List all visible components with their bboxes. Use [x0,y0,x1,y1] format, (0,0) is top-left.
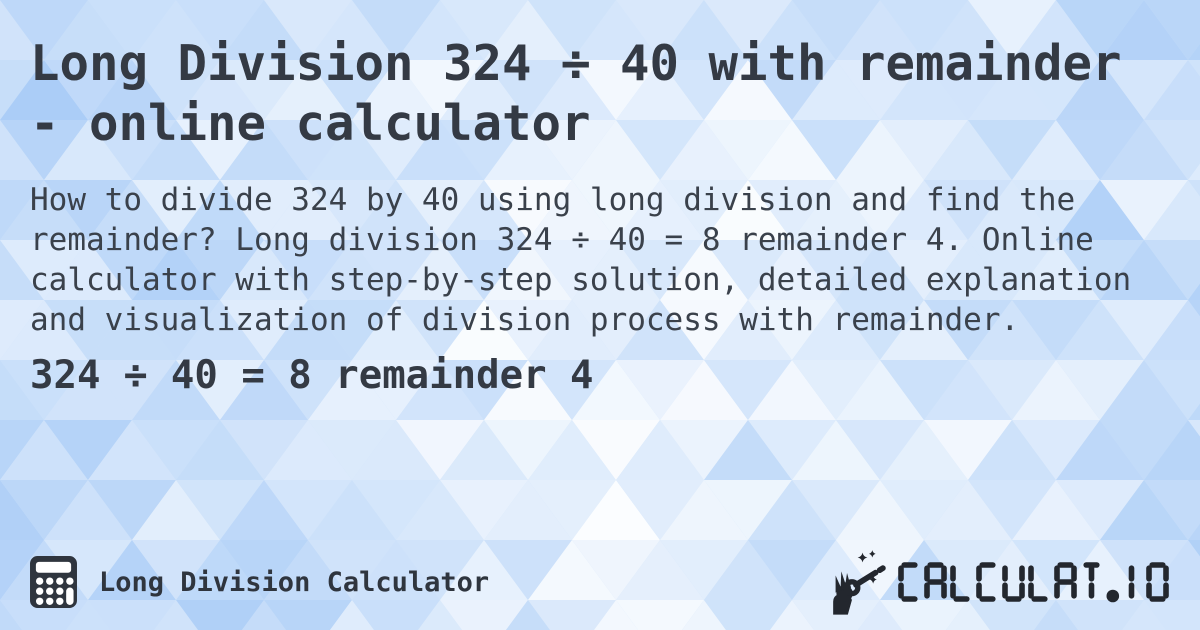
calculator-icon [30,556,77,608]
magic-wand-hand-icon [833,550,886,615]
footer: Long Division Calculator [30,542,1170,622]
page-title: Long Division 324 ÷ 40 with remainder - … [30,35,1122,152]
brand-logo-text [898,562,1169,603]
sparkle-stars [857,550,877,584]
footer-app-name: Long Division Calculator [99,566,490,598]
division-result: 324 ÷ 40 = 8 remainder 4 [30,353,594,398]
brand-logo [825,549,1170,615]
footer-app: Long Division Calculator [30,556,489,608]
page-description: How to divide 324 by 40 using long divis… [30,182,1132,338]
